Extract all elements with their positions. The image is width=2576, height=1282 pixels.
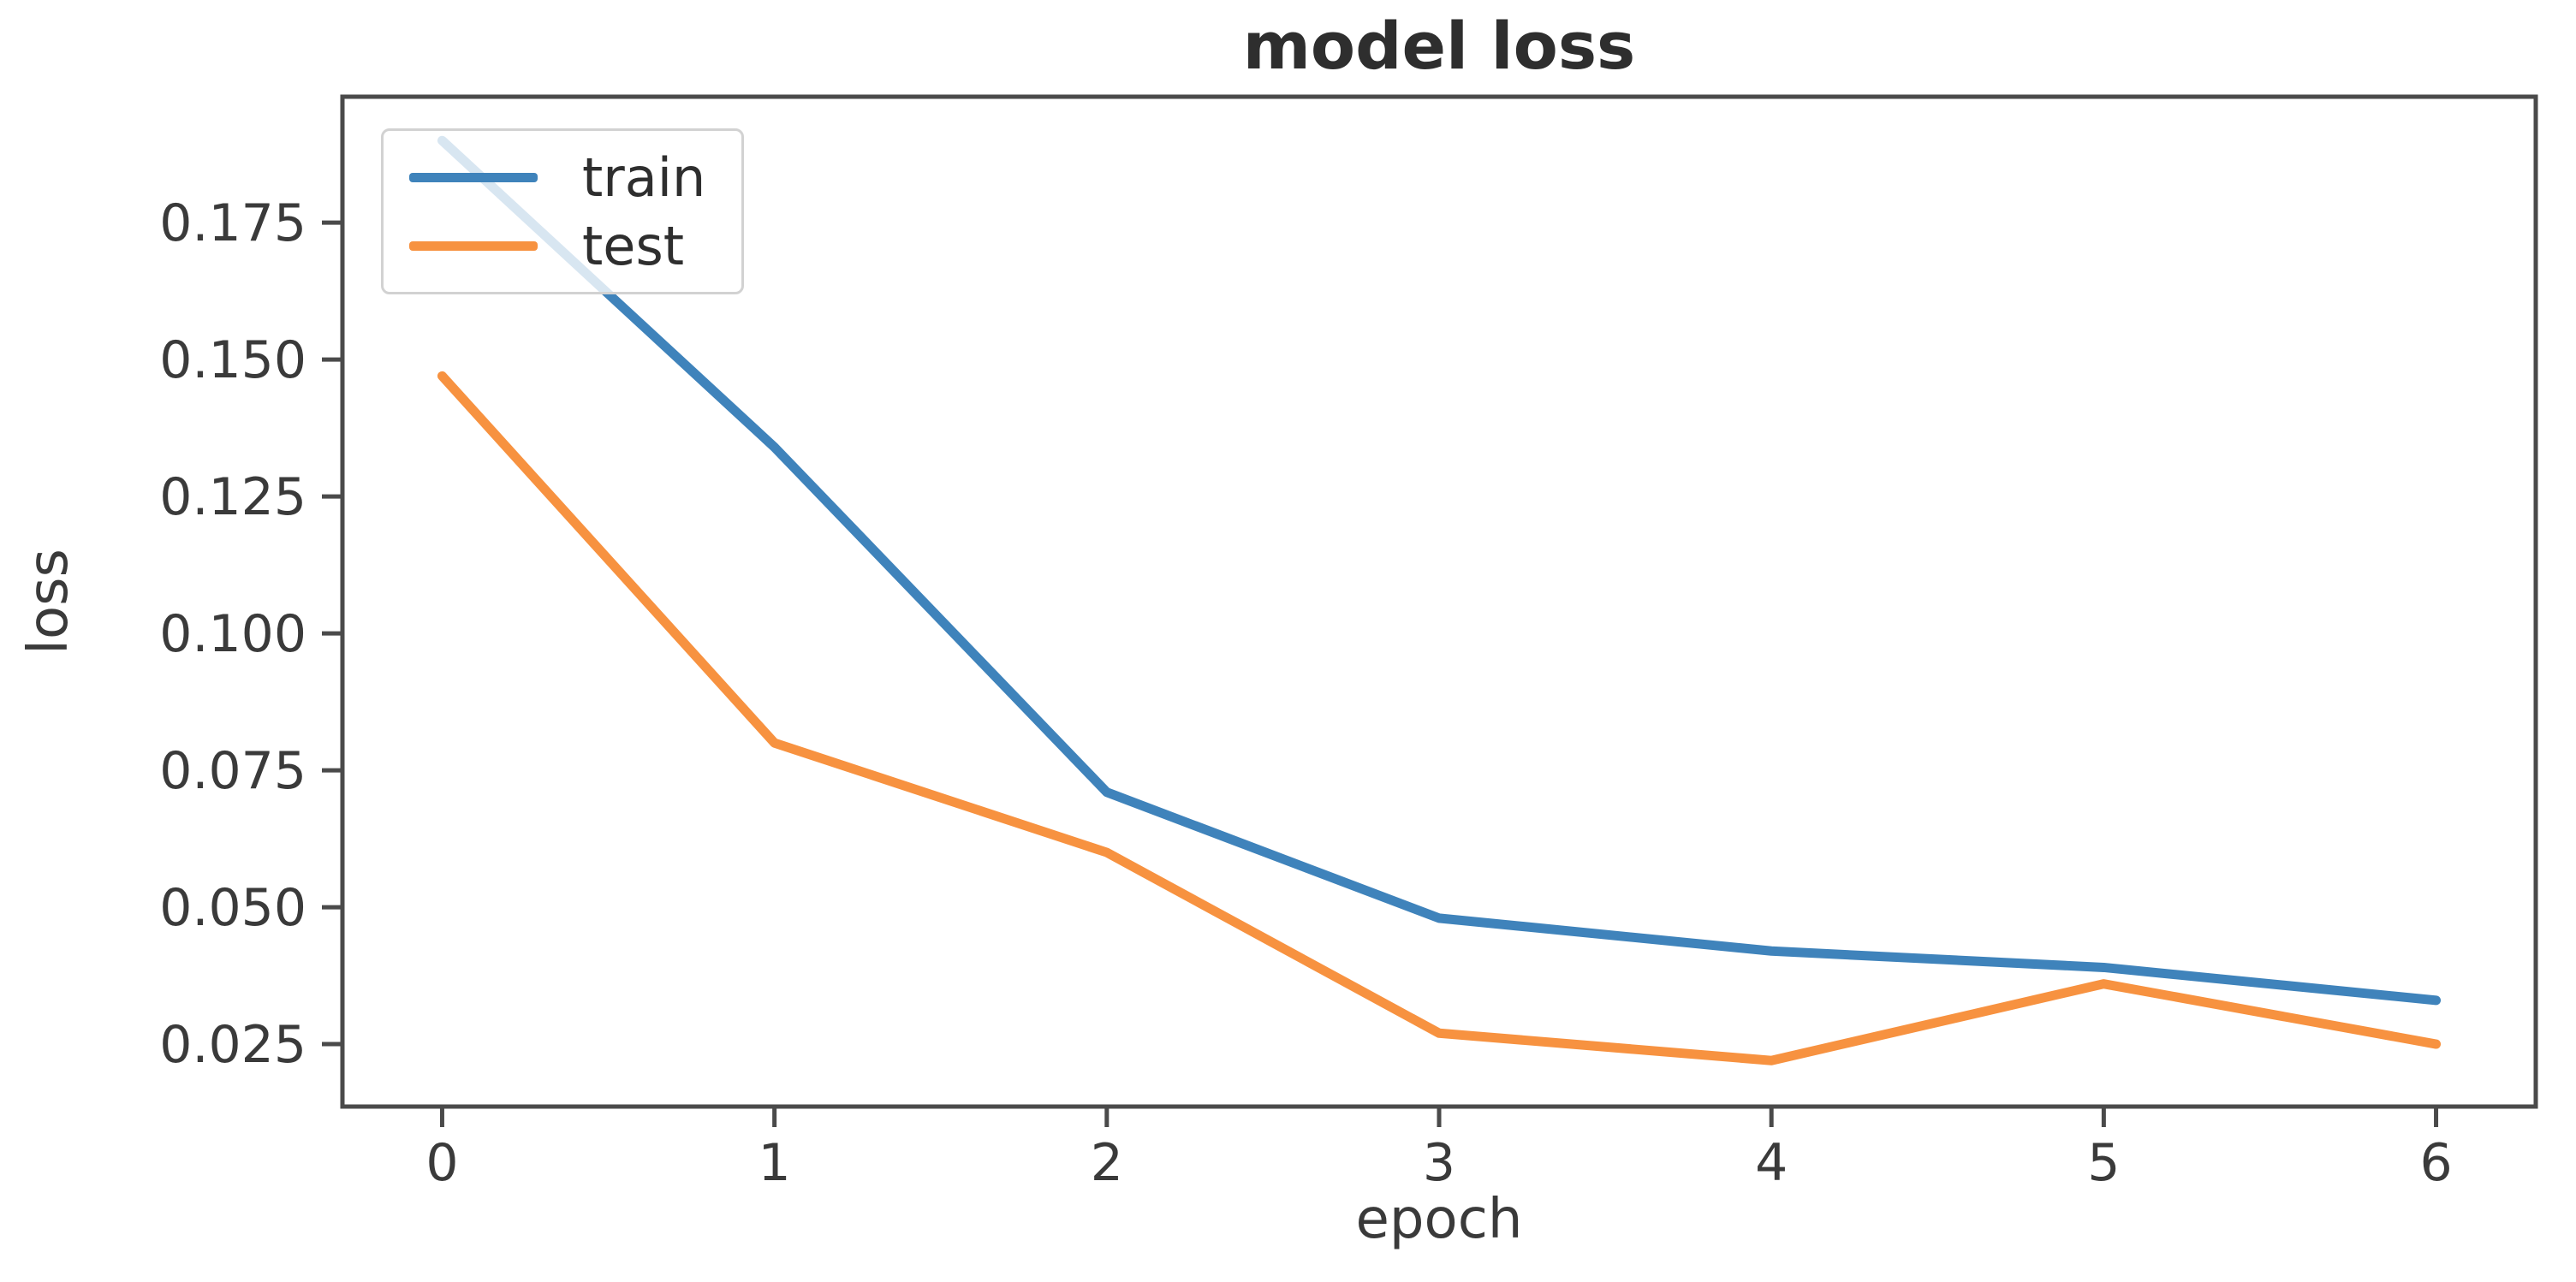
legend-entry-train: train [409,145,705,210]
train-series-line [437,135,2442,1006]
x-axis-label: epoch [1355,1188,1523,1251]
x-tick-label: 6 [2419,1133,2452,1193]
test-series-line [437,371,2442,1065]
x-tick-label: 1 [759,1133,791,1193]
y-tick-label: 0.025 [159,1015,306,1075]
y-tick-label: 0.125 [159,467,306,527]
y-tick-label: 0.150 [159,330,306,390]
x-tick-label: 4 [1755,1133,1788,1193]
test-line-swatch [409,240,538,251]
train-line-swatch [409,172,538,182]
y-tick-label: 0.075 [159,741,306,801]
x-tick-label: 2 [1091,1133,1123,1193]
x-tick-label: 0 [425,1133,458,1193]
legend-entry-test: test [409,213,705,278]
x-tick-label: 5 [2087,1133,2120,1193]
x-tick-label: 3 [1423,1133,1455,1193]
legend: train test [381,128,745,294]
y-tick-label: 0.100 [159,604,306,664]
y-tick-label: 0.175 [159,193,306,253]
legend-label-test: test [582,214,685,277]
y-tick-label: 0.050 [159,878,306,938]
y-axis-label: loss [17,549,80,655]
legend-label-train: train [582,145,706,209]
chart-title: model loss [1242,8,1636,84]
